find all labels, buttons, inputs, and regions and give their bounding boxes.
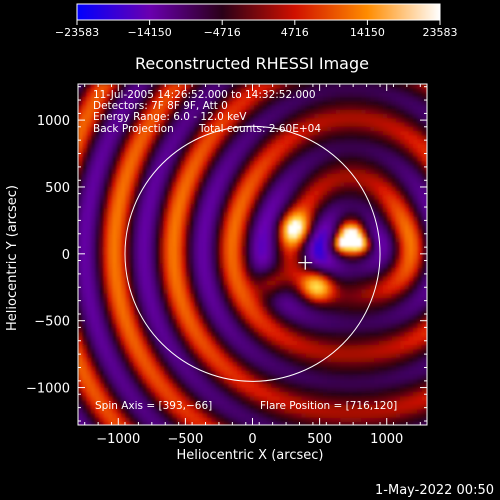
solar-limb-circle (124, 125, 381, 382)
time-range-annotation: 11-Jul-2005 14:26:52.000 to 14:32:52.000 (93, 89, 316, 101)
flare-position-label: Flare Position = [716,120] (260, 400, 397, 412)
colorbar: −23583 −14150 −4716 4716 14150 23583 (55, 3, 458, 39)
heatmap-image (78, 84, 427, 425)
colorbar-tick-label: −14150 (127, 26, 171, 39)
x-tick-label: 0 (248, 432, 256, 447)
colorbar-tick-label: 23583 (423, 26, 458, 39)
colorbar-gradient (76, 3, 441, 21)
plot-area (77, 83, 428, 426)
x-tick-label: −500 (168, 432, 204, 447)
x-tick-label: 1000 (370, 432, 403, 447)
annotation-block: 11-Jul-2005 14:26:52.000 to 14:32:52.000… (93, 89, 321, 135)
spin-axis-marker (298, 255, 313, 270)
y-tick-labels: −1000 −500 0 500 1000 (26, 114, 70, 396)
colorbar-tick-label: 4716 (281, 26, 309, 39)
x-axis-label: Heliocentric X (arcsec) (177, 448, 324, 463)
total-counts-annotation: Total counts: 2.60E+04 (198, 123, 321, 135)
spin-axis-label: Spin Axis = [393,−66] (95, 400, 212, 412)
method-annotation: Back Projection (93, 123, 174, 135)
y-tick-label: −500 (34, 315, 70, 330)
detectors-annotation: Detectors: 7F 8F 9F, Att 0 (93, 100, 228, 112)
colorbar-tick-label: −4716 (204, 26, 241, 39)
timestamp: 1-May-2022 00:50 (375, 483, 494, 498)
x-tick-label: −1000 (96, 432, 140, 447)
colorbar-tick-label: −23583 (55, 26, 99, 39)
x-tick-labels: −1000 −500 0 500 1000 (96, 432, 403, 447)
y-axis-label: Heliocentric Y (arcsec) (5, 185, 20, 331)
colorbar-ticks: −23583 −14150 −4716 4716 14150 23583 (55, 20, 458, 39)
colorbar-tick-label: 14150 (350, 26, 385, 39)
y-tick-label: 0 (62, 248, 70, 263)
y-tick-label: 500 (45, 181, 70, 196)
axis-ticks (78, 84, 427, 425)
chart-title: Reconstructed RHESSI Image (135, 54, 369, 73)
y-tick-label: −1000 (26, 382, 70, 397)
x-tick-label: 500 (307, 432, 332, 447)
energy-range-annotation: Energy Range: 6.0 - 12.0 keV (93, 111, 247, 123)
y-tick-label: 1000 (37, 114, 70, 129)
